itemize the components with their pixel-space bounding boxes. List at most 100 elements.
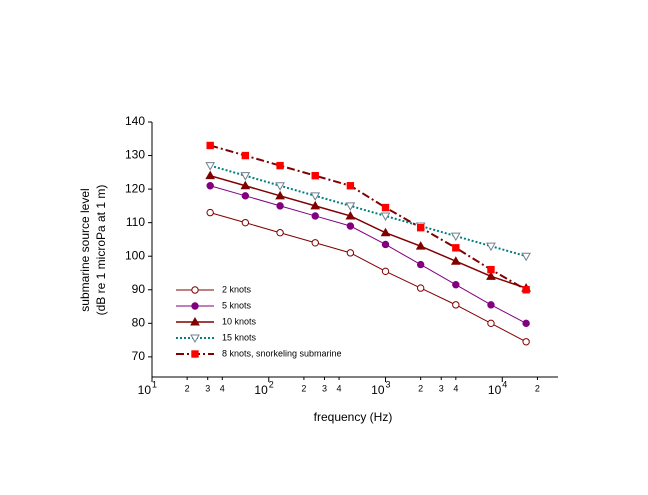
x-tick-label: 10 — [488, 383, 502, 397]
x-minor-tick-label: 2 — [535, 383, 540, 393]
legend-label: 5 knots — [222, 300, 252, 310]
marker — [346, 249, 355, 257]
marker — [381, 267, 390, 276]
marker — [311, 239, 319, 247]
y-tick-label: 130 — [125, 148, 145, 162]
marker — [311, 212, 319, 220]
x-minor-tick-label: 4 — [453, 383, 458, 393]
y-tick-label: 110 — [126, 215, 145, 229]
x-tick-exponent: 2 — [269, 379, 274, 389]
marker — [450, 232, 461, 242]
marker — [487, 265, 495, 274]
marker — [310, 200, 321, 210]
marker — [275, 190, 285, 200]
marker — [346, 222, 355, 230]
x-tick-exponent: 3 — [386, 379, 391, 389]
marker — [486, 242, 496, 252]
series-line — [209, 144, 527, 291]
marker — [276, 229, 284, 237]
legend-label: 10 knots — [222, 316, 257, 326]
marker — [522, 319, 530, 328]
marker — [452, 301, 460, 309]
y-axis-label-line: (dB re 1 microPa at 1 m) — [94, 185, 108, 316]
x-minor-tick-label: 4 — [337, 383, 342, 393]
y-axis-label-line: submarine source level — [78, 188, 92, 311]
x-tick-exponent: 1 — [152, 379, 157, 389]
legend-item: 15 knots — [176, 332, 257, 344]
legend-label: 2 knots — [222, 284, 252, 294]
marker — [190, 334, 200, 344]
series-line — [210, 212, 527, 343]
marker — [206, 208, 214, 217]
x-axis-label: frequency (Hz) — [314, 410, 393, 424]
x-minor-tick-label: 3 — [439, 383, 444, 393]
series-line — [209, 174, 527, 289]
marker — [241, 192, 250, 200]
marker — [276, 161, 284, 170]
marker — [205, 162, 216, 171]
marker — [241, 218, 250, 227]
marker — [416, 223, 425, 232]
marker — [522, 338, 530, 346]
marker — [452, 244, 460, 252]
x-minor-tick-label: 2 — [185, 383, 190, 393]
y-tick-label: 140 — [125, 114, 145, 128]
marker — [416, 284, 425, 292]
marker — [206, 141, 214, 150]
marker — [345, 210, 356, 220]
x-tick-exponent: 4 — [502, 379, 507, 389]
marker — [275, 182, 285, 191]
marker — [380, 212, 391, 221]
y-tick-label: 90 — [132, 282, 146, 296]
series — [206, 141, 530, 294]
y-tick-label: 80 — [132, 315, 146, 329]
marker — [310, 192, 321, 201]
x-minor-tick-label: 2 — [418, 383, 423, 393]
x-minor-tick-label: 3 — [322, 383, 327, 393]
marker — [486, 271, 496, 280]
marker — [521, 252, 531, 262]
marker — [206, 182, 214, 190]
series — [205, 170, 531, 292]
marker — [346, 182, 355, 190]
legend-item: 8 knots, snorkeling submarine — [176, 348, 342, 358]
legend-label: 8 knots, snorkeling submarine — [222, 348, 342, 358]
legend-label: 15 knots — [222, 332, 257, 342]
x-minor-tick-label: 4 — [220, 383, 225, 393]
y-tick-label: 100 — [125, 248, 145, 262]
marker — [205, 170, 216, 180]
marker — [522, 286, 530, 294]
legend-item: 2 knots — [176, 284, 252, 294]
marker — [345, 202, 356, 211]
series-line — [209, 164, 527, 258]
marker — [452, 281, 460, 289]
y-axis-label: submarine source level (dB re 1 microPa … — [78, 185, 108, 316]
series-line — [210, 185, 527, 324]
x-tick-label: 10 — [138, 383, 152, 397]
legend-item: 10 knots — [176, 316, 257, 326]
marker — [381, 240, 390, 249]
marker — [450, 256, 461, 265]
x-minor-tick-label: 2 — [301, 383, 306, 393]
marker — [276, 202, 284, 210]
y-tick-label: 70 — [132, 349, 146, 363]
x-minor-tick-label: 3 — [205, 383, 210, 393]
marker — [415, 241, 426, 250]
series — [206, 208, 530, 346]
marker — [190, 316, 200, 326]
y-tick-label: 120 — [125, 181, 145, 195]
marker — [311, 171, 319, 180]
marker — [380, 227, 391, 237]
marker — [191, 286, 199, 294]
x-tick-label: 10 — [254, 383, 268, 397]
series — [206, 182, 530, 328]
marker — [240, 180, 251, 190]
marker — [240, 172, 251, 181]
marker — [191, 302, 199, 310]
x-tick-label: 10 — [371, 383, 385, 397]
marker — [241, 151, 250, 160]
marker — [416, 260, 425, 269]
legend-item: 5 knots — [176, 300, 252, 310]
marker — [381, 203, 390, 212]
marker — [191, 350, 199, 358]
